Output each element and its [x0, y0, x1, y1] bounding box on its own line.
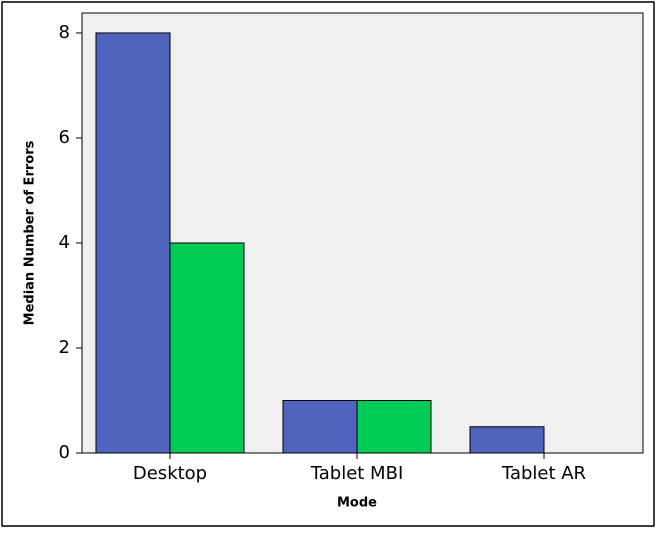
bar: [282, 399, 358, 454]
y-axis-title: Median Number of Errors: [23, 140, 38, 325]
x-tick-label: Desktop: [133, 463, 207, 484]
y-tick-label: 2: [59, 337, 70, 358]
bar: [95, 32, 171, 454]
bar: [169, 242, 245, 454]
y-tick-label: 6: [59, 127, 70, 148]
x-tick-label: Tablet MBI: [310, 463, 404, 484]
x-axis-title: Mode: [337, 496, 377, 511]
y-tick-label: 4: [59, 232, 70, 253]
x-tick-label: Tablet AR: [501, 463, 586, 484]
bar: [356, 399, 432, 454]
bar: [469, 426, 545, 454]
y-tick-label: 0: [59, 442, 70, 463]
y-tick-label: 8: [59, 22, 70, 43]
